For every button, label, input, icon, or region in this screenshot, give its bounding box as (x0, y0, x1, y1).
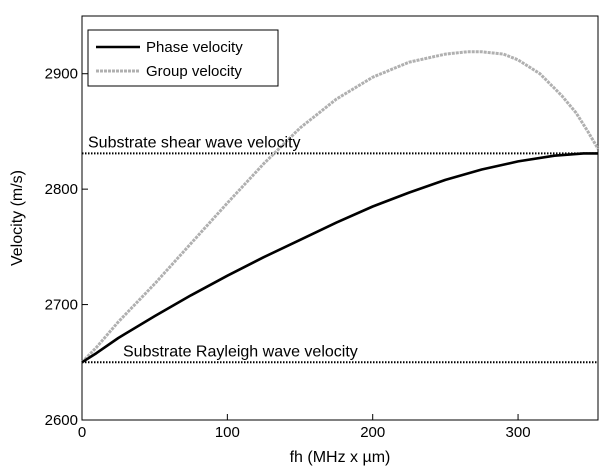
series-layer (80, 50, 600, 364)
x-axis-label: fh (MHz x µm) (290, 449, 391, 466)
y-tick-label-2800: 2800 (45, 181, 78, 198)
y-tick-label-2600: 2600 (45, 412, 78, 429)
x-tick-label-200: 200 (360, 424, 385, 441)
reference-lines (82, 152, 598, 364)
x-tick-label-0: 0 (78, 424, 86, 441)
legend-label-group-velocity: Group velocity (146, 63, 242, 80)
x-tick-label-100: 100 (215, 424, 240, 441)
axes-box (81, 15, 599, 421)
series-line-group-velocity (80, 50, 600, 364)
legend-label-phase-velocity: Phase velocity (146, 39, 243, 56)
annotations: Substrate shear wave velocity Substrate R… (88, 134, 358, 360)
legend: Phase velocity Group velocity (87, 29, 279, 87)
legend-box (87, 29, 279, 87)
plot-area: 0 100 200 300 2600 2700 2800 2900 Substrate she… (45, 15, 600, 441)
y-axis-label: Velocity (m/s) (9, 170, 26, 266)
reference-label-0: Substrate shear wave velocity (88, 134, 301, 151)
reference-label-1: Substrate Rayleigh wave velocity (123, 343, 358, 360)
series-line-phase-velocity (81, 152, 598, 364)
x-tick-label-300: 300 (506, 424, 531, 441)
y-tick-label-2900: 2900 (45, 66, 78, 83)
ticks-layer: 0 100 200 300 2600 2700 2800 2900 (45, 66, 531, 441)
y-tick-label-2700: 2700 (45, 297, 78, 314)
